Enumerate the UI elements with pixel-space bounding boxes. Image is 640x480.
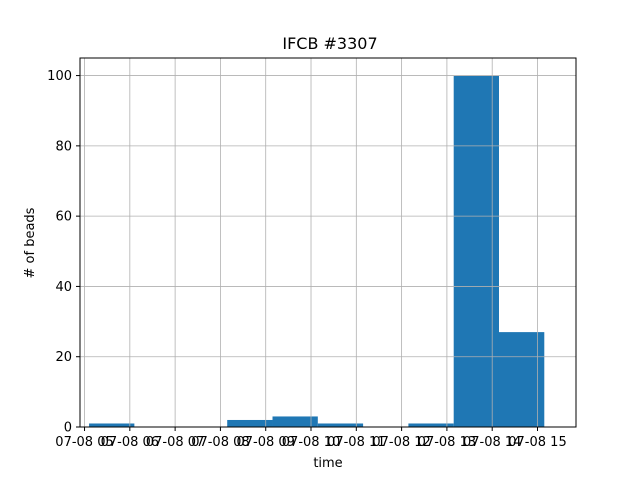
x-tick-label: 07-08 08	[191, 435, 249, 450]
bar-0	[89, 423, 135, 427]
plot-frame	[79, 57, 577, 428]
y-tick-label: 40	[55, 280, 72, 295]
x-tick-label: 07-08 07	[146, 435, 204, 450]
x-tick-label: 07-08 06	[101, 435, 159, 450]
x-tick-label: 07-08 11	[327, 435, 385, 450]
y-tick-label: 60	[55, 210, 72, 225]
bar-4	[272, 416, 318, 427]
chart-title: IFCB #3307	[282, 34, 377, 53]
x-tick-label: 07-08 14	[463, 435, 521, 450]
bar-3	[227, 419, 273, 427]
y-tick-label: 20	[55, 350, 72, 365]
y-axis-ticks: 0 20 40 60 80 100	[47, 69, 80, 436]
x-tick-label: 07-08 13	[418, 435, 476, 450]
bar-5	[317, 423, 364, 427]
bar-8	[453, 75, 499, 428]
bar-7	[408, 423, 454, 427]
x-axis-label: time	[313, 456, 342, 471]
bars-group	[89, 75, 545, 428]
x-tick-label: 07-08 05	[55, 435, 113, 450]
grid-lines	[80, 58, 576, 428]
y-axis-label: # of beads	[23, 207, 38, 278]
bar-9	[498, 332, 545, 427]
x-tick-label: 07-08 15	[508, 435, 566, 450]
x-tick-label: 07-08 09	[236, 435, 294, 450]
y-tick-label: 0	[64, 421, 72, 436]
x-tick-label: 07-08 12	[372, 435, 430, 450]
x-tick-label: 07-08 10	[282, 435, 340, 450]
y-tick-label: 80	[55, 139, 72, 154]
y-tick-label: 100	[47, 69, 72, 84]
